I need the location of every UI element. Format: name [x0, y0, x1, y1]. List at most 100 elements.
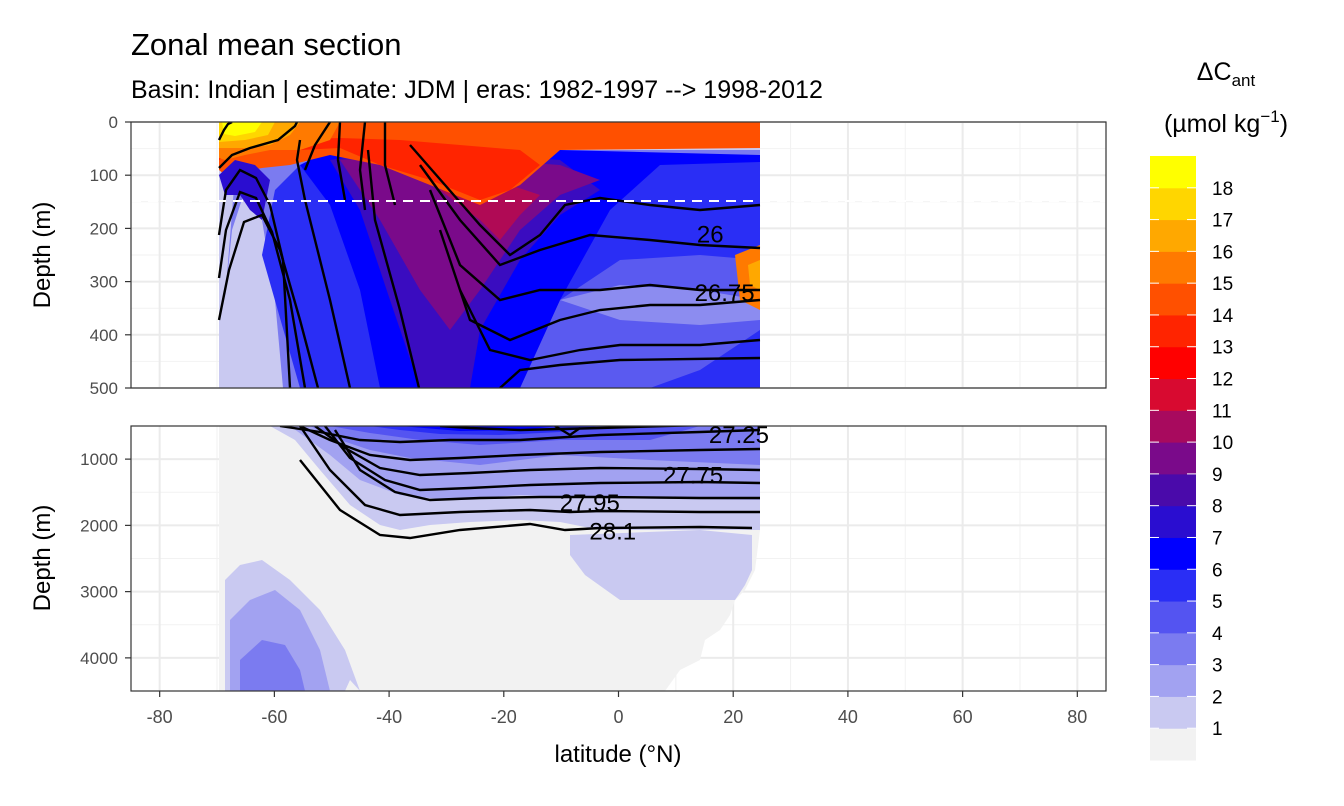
legend-tick-label: 16 — [1212, 242, 1233, 263]
legend-tick-label: 4 — [1212, 624, 1223, 645]
isopycnal-line — [428, 189, 760, 302]
upper-field-layer-15 — [222, 122, 262, 136]
upper-field-layer-18 — [219, 160, 270, 220]
legend-title-subscript: ant — [1232, 71, 1256, 90]
x-tick-label: -40 — [376, 707, 402, 727]
legend-tick-label: 5 — [1212, 592, 1223, 613]
upper-field-layer-11 — [219, 138, 540, 200]
legend-swatch — [1150, 537, 1196, 570]
y-tick-label: 4000 — [80, 649, 118, 668]
legend-colorbar — [1150, 156, 1196, 761]
legend-tick-label: 9 — [1212, 465, 1223, 486]
y-tick-label: 2000 — [80, 516, 118, 535]
lower-y-axis: 1000 2000 3000 4000 — [80, 450, 118, 668]
legend-swatch — [1150, 473, 1196, 507]
legend-swatch — [1150, 505, 1196, 538]
contour-label: 26 — [697, 222, 724, 249]
isopycnal-line — [458, 289, 761, 362]
legend-tick-label: 7 — [1212, 528, 1223, 549]
upper-field-layer-4 — [520, 255, 760, 388]
lower-panel-field — [219, 426, 761, 691]
legend-tick-label: 11 — [1212, 401, 1232, 422]
isopycnal-line — [303, 122, 332, 171]
legend-unit-superscript: −1 — [1260, 107, 1279, 126]
isopycnal-line — [333, 429, 760, 502]
x-tick-label: 40 — [838, 707, 858, 727]
y-tick-label: 1000 — [80, 450, 118, 469]
legend-title: ΔCant — [1197, 58, 1256, 90]
legend: ΔCant (µmol kg−1) 1234567891011121314151… — [1150, 58, 1288, 761]
legend-tick-label: 13 — [1212, 338, 1233, 359]
legend-tick-label: 6 — [1212, 560, 1223, 581]
legend-tick-label: 18 — [1212, 179, 1233, 200]
contour-label: 28.1 — [589, 519, 636, 546]
lower-panel-isopycnals — [279, 426, 761, 540]
isopycnal-line — [314, 426, 761, 477]
legend-swatch — [1150, 696, 1196, 729]
legend-tick-label: 3 — [1212, 656, 1223, 677]
legend-unit: (µmol kg−1) — [1164, 107, 1288, 138]
legend-swatch — [1150, 632, 1196, 666]
isopycnal-line — [358, 122, 367, 211]
lower-field-layer-4 — [570, 530, 752, 600]
isopycnal-line — [299, 426, 760, 517]
isopycnal-line — [324, 426, 761, 492]
x-tick-label: -60 — [261, 707, 287, 727]
y-tick-marks — [125, 121, 131, 659]
legend-tick-label: 1 — [1212, 719, 1223, 740]
upper-y-axis: 0 100 200 300 400 500 — [90, 113, 118, 398]
isopycnal-line — [217, 190, 307, 388]
isopycnal-line — [366, 149, 421, 388]
y-axis-title-upper: Depth (m) — [29, 202, 56, 309]
isopycnal-line — [419, 164, 761, 267]
upper-panel-field — [131, 122, 1106, 388]
legend-unit-prefix: (µmol kg — [1164, 110, 1260, 138]
isopycnal-line — [409, 144, 761, 257]
legend-swatch — [1150, 601, 1196, 634]
legend-unit-suffix: ) — [1280, 110, 1288, 138]
legend-tick-label: 12 — [1212, 370, 1233, 391]
lower-field-layer-11 — [345, 680, 360, 691]
y-tick-label: 300 — [90, 273, 118, 292]
legend-swatch — [1150, 251, 1196, 284]
y-axis-title-lower: Depth (m) — [29, 505, 56, 612]
legend-tick-label: 17 — [1212, 211, 1233, 232]
y-tick-label: 3000 — [80, 583, 118, 602]
legend-swatch — [1150, 187, 1196, 221]
contour-label: 27.75 — [663, 462, 723, 489]
x-tick-label: -80 — [147, 707, 173, 727]
isopycnal-line — [217, 122, 233, 141]
isopycnal-line — [554, 426, 581, 437]
y-tick-label: 0 — [109, 113, 118, 132]
legend-swatch — [1150, 314, 1196, 348]
legend-swatch — [1150, 569, 1196, 602]
legend-swatch — [1150, 728, 1196, 761]
x-tick-label: 60 — [953, 707, 973, 727]
legend-tick-label: 14 — [1212, 306, 1234, 327]
x-tick-label: 20 — [723, 707, 743, 727]
chart-title: Zonal mean section — [131, 27, 402, 62]
legend-swatch — [1150, 378, 1196, 411]
legend-tick-label: 2 — [1212, 687, 1223, 708]
legend-tick-label: 10 — [1212, 433, 1233, 454]
y-tick-label: 200 — [90, 219, 118, 238]
legend-swatch — [1150, 664, 1196, 697]
legend-title-main: ΔC — [1197, 58, 1232, 86]
x-tick-marks — [159, 691, 1078, 697]
x-tick-label: -20 — [491, 707, 517, 727]
isopycnal-line — [279, 426, 761, 444]
legend-swatch — [1150, 219, 1196, 252]
isopycnal-line — [218, 122, 299, 169]
upper-panel — [130, 121, 1107, 389]
chart-subtitle: Basin: Indian | estimate: JDM | eras: 19… — [131, 76, 823, 104]
legend-swatch — [1150, 442, 1196, 475]
isopycnal-line — [299, 459, 753, 540]
isopycnal-line — [499, 356, 761, 388]
x-axis: -80 -60 -40 -20 0 20 40 60 80 — [147, 707, 1088, 727]
isopycnal-line — [336, 122, 347, 201]
contour-label: 27.25 — [709, 422, 769, 449]
contour-labels: 26 26.75 27.25 27.75 27.95 28.1 — [560, 222, 769, 546]
isopycnal-line — [217, 213, 320, 388]
